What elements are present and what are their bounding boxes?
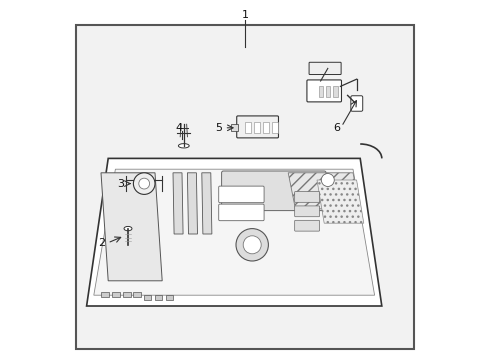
Bar [254,122,261,133]
Ellipse shape [178,144,189,148]
Polygon shape [288,173,360,209]
Bar [319,86,323,97]
Polygon shape [94,169,374,295]
FancyBboxPatch shape [219,186,264,203]
Bar [122,292,130,297]
FancyBboxPatch shape [294,206,319,217]
Polygon shape [101,173,162,281]
FancyBboxPatch shape [294,220,319,231]
Polygon shape [173,173,183,234]
Circle shape [321,174,334,186]
Circle shape [133,173,155,194]
FancyBboxPatch shape [221,171,326,211]
Text: 4: 4 [175,123,183,133]
FancyBboxPatch shape [76,25,414,349]
Circle shape [236,229,269,261]
FancyBboxPatch shape [309,62,341,75]
Circle shape [243,236,261,254]
Bar [155,295,162,300]
Bar [263,122,270,133]
Text: 2: 2 [98,238,105,248]
Bar [101,292,109,297]
Bar [112,292,120,297]
FancyBboxPatch shape [351,96,363,111]
Polygon shape [87,158,382,306]
Polygon shape [202,173,212,234]
Text: 1: 1 [242,10,248,20]
Bar [231,124,238,131]
Polygon shape [317,180,364,223]
Bar [144,295,151,300]
Bar [333,86,338,97]
Text: 5: 5 [216,123,222,133]
Text: 6: 6 [333,123,340,133]
Bar [272,122,278,133]
Circle shape [139,178,149,189]
FancyBboxPatch shape [219,204,264,221]
Bar [133,292,141,297]
Text: 3: 3 [117,179,124,189]
FancyBboxPatch shape [307,80,342,102]
Bar [245,122,251,133]
FancyBboxPatch shape [294,192,319,202]
Ellipse shape [124,226,132,231]
FancyBboxPatch shape [237,116,278,138]
Polygon shape [187,173,197,234]
Bar [166,295,173,300]
Bar [326,86,330,97]
